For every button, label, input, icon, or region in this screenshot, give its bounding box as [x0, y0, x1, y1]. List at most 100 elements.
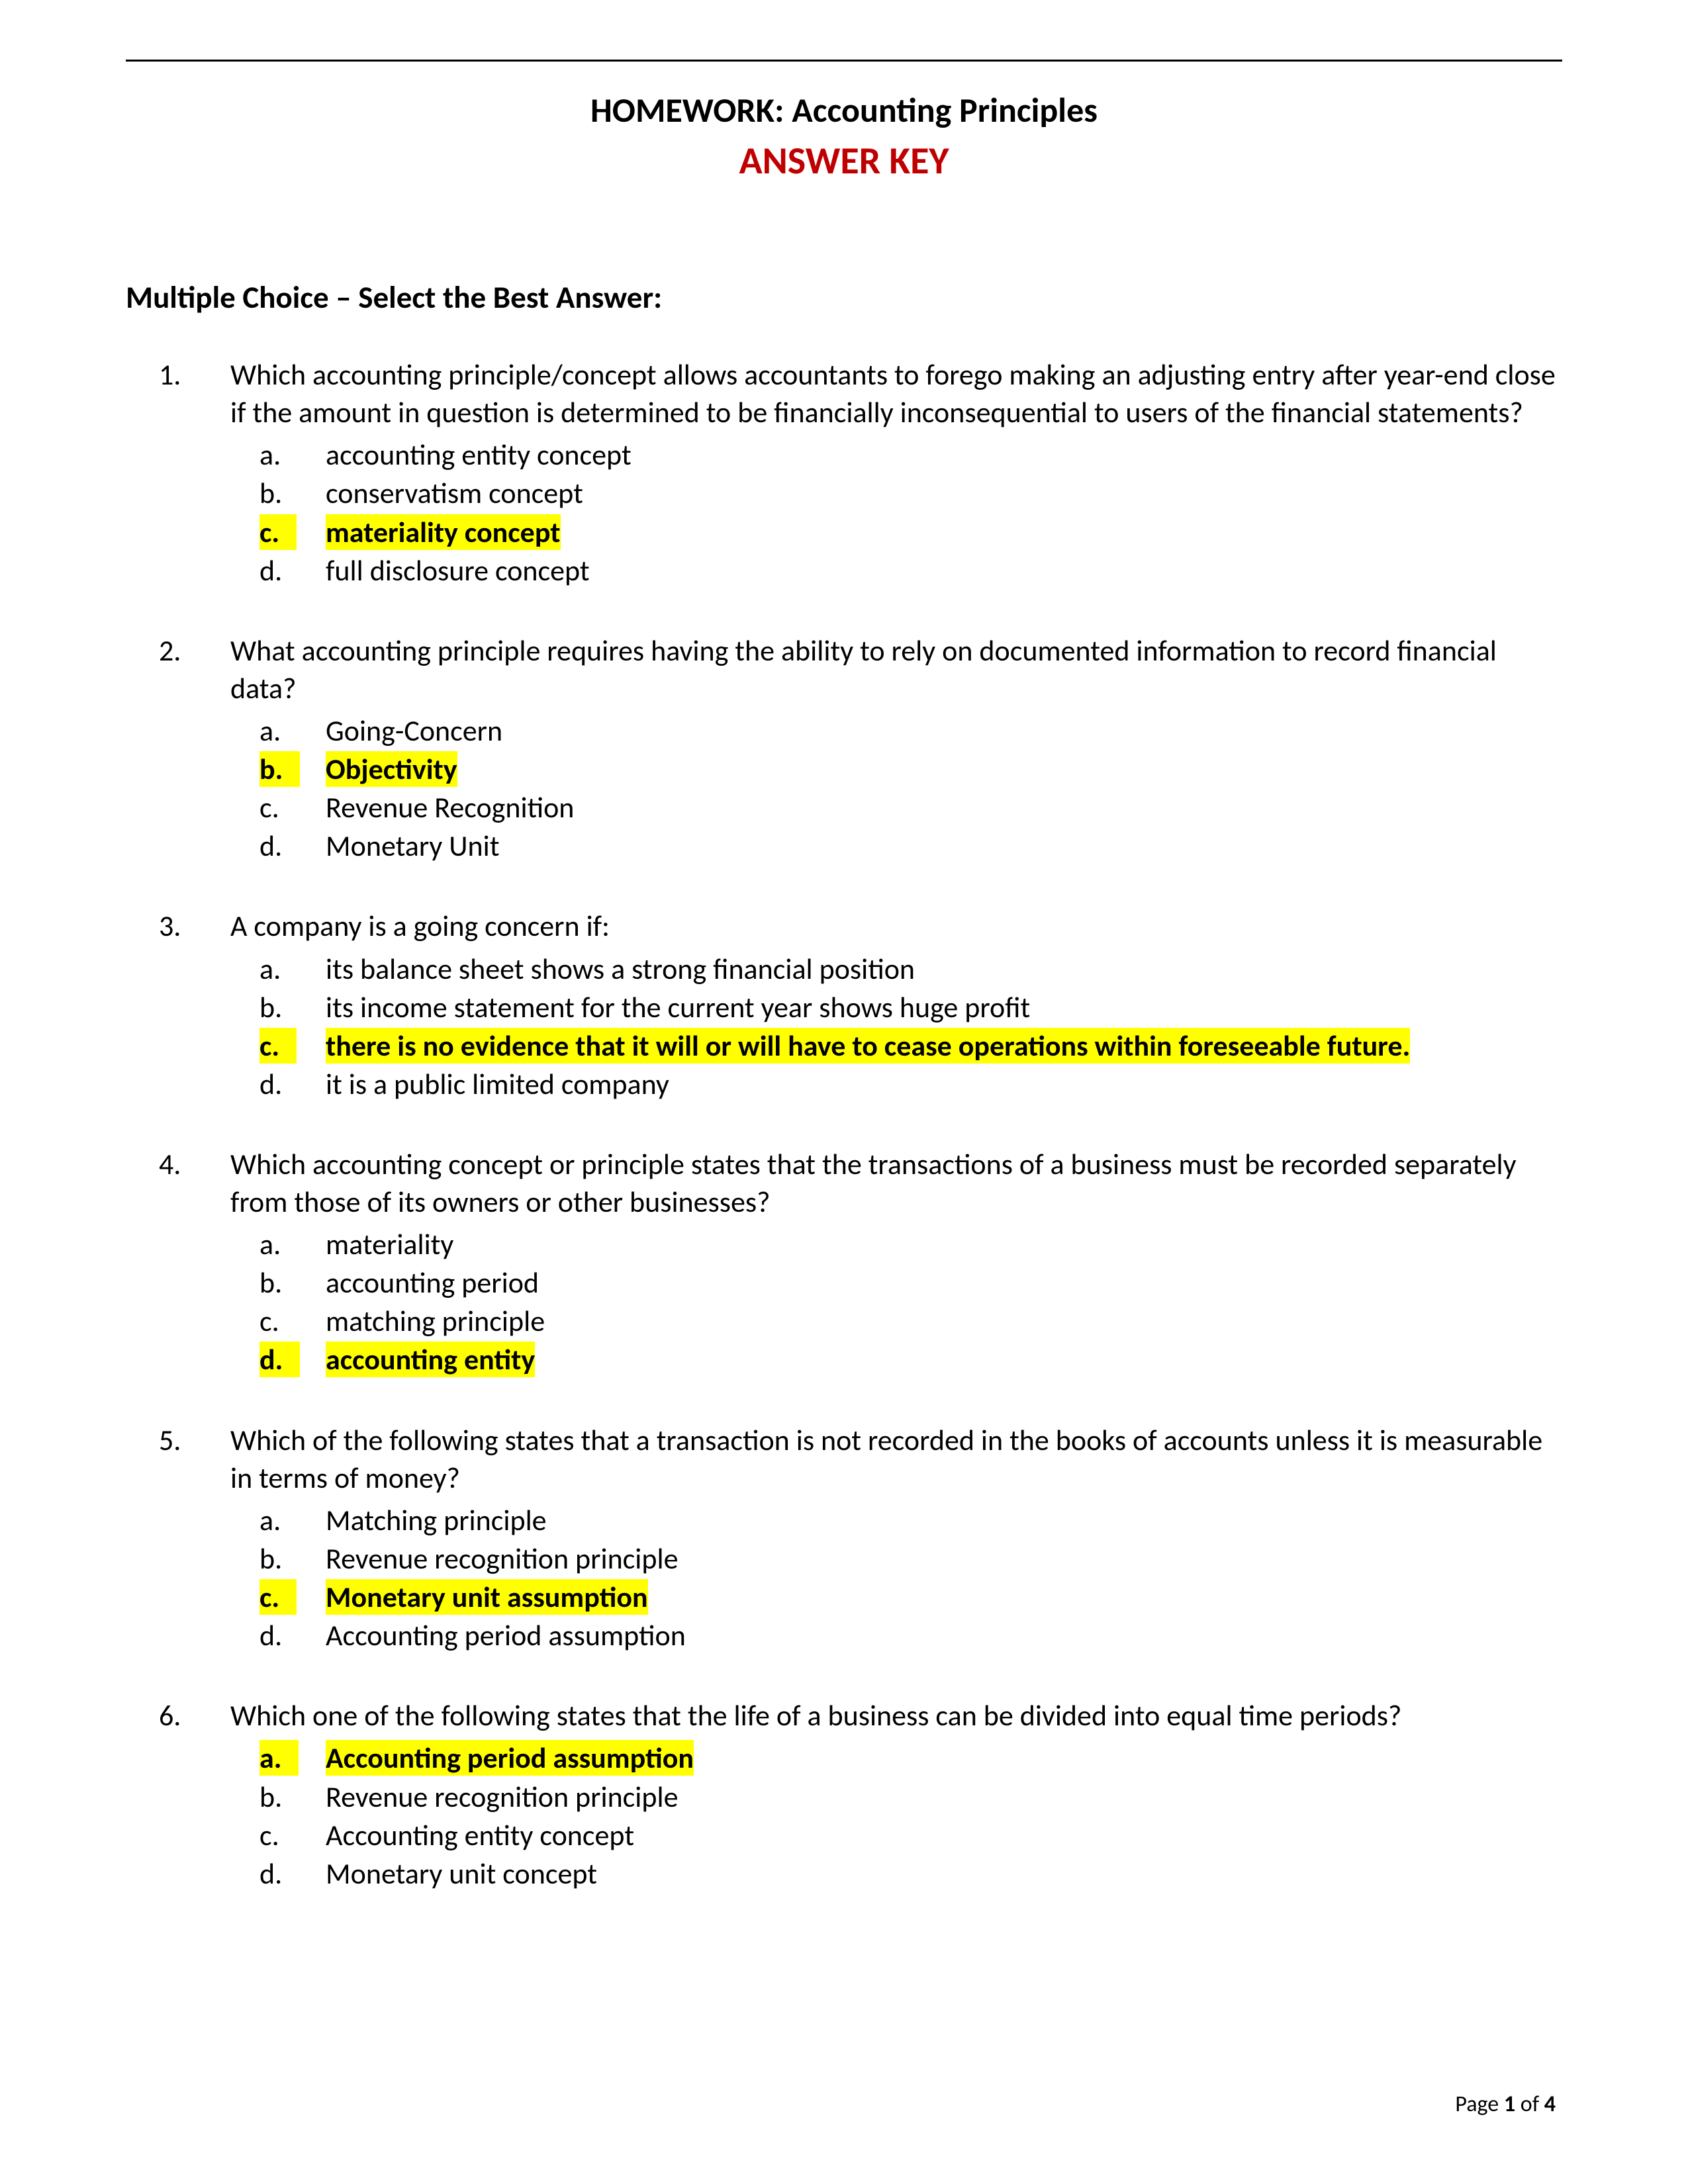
option-text: conservatism concept	[326, 475, 583, 511]
option-letter-cell: a.	[230, 1225, 326, 1263]
option-letter: d.	[259, 828, 282, 864]
option-letter: d.	[259, 1856, 282, 1891]
page-title: HOMEWORK: Accounting Principles	[126, 88, 1562, 133]
footer-prefix: Page	[1455, 2091, 1503, 2118]
option: a.materiality	[230, 1225, 1562, 1263]
option-text: Objectivity	[326, 751, 457, 787]
option: a. Accounting period assumption	[230, 1739, 1562, 1777]
option-text-cell: Accounting period assumption	[326, 1739, 1562, 1777]
questions-container: 1.Which accounting principle/concept all…	[126, 356, 1562, 1893]
option-letter: c.	[259, 1579, 297, 1615]
option-letter: a.	[259, 1740, 299, 1776]
option-text: Monetary unit assumption	[326, 1579, 648, 1615]
option-text-cell: Revenue Recognition	[326, 788, 1562, 827]
question-number: 1.	[126, 356, 230, 590]
option-letter-cell: c.	[230, 1302, 326, 1340]
option-text: materiality concept	[326, 514, 561, 550]
options: a.its balance sheet shows a strong finan…	[230, 950, 1562, 1103]
option-text-cell: Going-Concern	[326, 711, 1562, 750]
option-text-cell: materiality concept	[326, 513, 1562, 551]
option-text: Revenue recognition principle	[326, 1541, 679, 1576]
option-letter-cell: d.	[230, 1065, 326, 1103]
option: d. Monetary Unit	[230, 827, 1562, 865]
question-body: What accounting principle requires havin…	[230, 632, 1562, 866]
question: 4.Which accounting concept or principle …	[126, 1146, 1562, 1379]
option-text-cell: Matching principle	[326, 1501, 1562, 1539]
option-letter: d.	[259, 1342, 300, 1377]
page: HOMEWORK: Accounting Principles ANSWER K…	[0, 0, 1688, 2184]
option: c. Revenue Recognition	[230, 788, 1562, 827]
option-letter-cell: d.	[230, 551, 326, 590]
option-letter-cell: b.	[230, 750, 326, 788]
option-letter-cell: d.	[230, 1854, 326, 1893]
option-text: Monetary Unit	[326, 828, 499, 864]
question-body: A company is a going concern if: a.its ba…	[230, 907, 1562, 1103]
option: b. Objectivity	[230, 750, 1562, 788]
question-number: 6.	[126, 1697, 230, 1893]
option-letter-cell: c.	[230, 1578, 326, 1616]
option-letter: b.	[259, 475, 282, 511]
option-letter: b.	[259, 1265, 282, 1300]
options: a. Going-Concern b. Objectivity c. Revenue Re…	[230, 711, 1562, 865]
option: a. Going-Concern	[230, 711, 1562, 750]
question-number: 5.	[126, 1422, 230, 1655]
option-letter-cell: d.	[230, 1616, 326, 1655]
option-text-cell: its income statement for the current yea…	[326, 988, 1562, 1026]
option-letter-cell: a.	[230, 435, 326, 474]
option-letter-cell: b.	[230, 474, 326, 512]
option-text: Going-Concern	[326, 713, 502, 749]
option-letter: b.	[259, 751, 300, 787]
option-letter-cell: b.	[230, 1778, 326, 1816]
option: a.its balance sheet shows a strong finan…	[230, 950, 1562, 988]
option: c. Monetary unit assumption	[230, 1578, 1562, 1616]
option-letter: d.	[259, 1617, 282, 1653]
option-text: accounting period	[326, 1265, 539, 1300]
question-text: A company is a going concern if:	[230, 907, 1562, 945]
option-text: it is a public limited company	[326, 1066, 669, 1102]
option-text: Revenue recognition principle	[326, 1779, 679, 1815]
option-text-cell: accounting period	[326, 1263, 1562, 1302]
question: 1.Which accounting principle/concept all…	[126, 356, 1562, 590]
option-text-cell: Objectivity	[326, 750, 1562, 788]
top-horizontal-rule	[126, 60, 1562, 62]
section-heading: Multiple Choice – Select the Best Answer…	[126, 278, 1562, 316]
option-letter-cell: b.	[230, 1263, 326, 1302]
option-letter: c.	[259, 790, 279, 825]
option-text: matching principle	[326, 1303, 545, 1339]
question-body: Which accounting concept or principle st…	[230, 1146, 1562, 1379]
option-text: accounting entity concept	[326, 437, 632, 473]
question: 6.Which one of the following states that…	[126, 1697, 1562, 1893]
option-text-cell: full disclosure concept	[326, 551, 1562, 590]
option: c. Accounting entity concept	[230, 1816, 1562, 1854]
option-letter-cell: a.	[230, 950, 326, 988]
option-letter-cell: c.	[230, 513, 326, 551]
option: d.accounting entity	[230, 1340, 1562, 1379]
option-text-cell: conservatism concept	[326, 474, 1562, 512]
option: c.there is no evidence that it will or w…	[230, 1026, 1562, 1065]
option-text-cell: it is a public limited company	[326, 1065, 1562, 1103]
options: a. Accounting period assumption b. Revenue …	[230, 1739, 1562, 1892]
option-text-cell: Revenue recognition principle	[326, 1539, 1562, 1578]
option-text-cell: Revenue recognition principle	[326, 1778, 1562, 1816]
question: 5.Which of the following states that a t…	[126, 1422, 1562, 1655]
option: b. accounting period	[230, 1263, 1562, 1302]
option-text-cell: accounting entity concept	[326, 435, 1562, 474]
option-text: there is no evidence that it will or wil…	[326, 1028, 1410, 1064]
option-letter: c.	[259, 1303, 279, 1339]
option-text-cell: Accounting period assumption	[326, 1616, 1562, 1655]
footer-total-pages: 4	[1544, 2091, 1556, 2118]
option-letter: b.	[259, 1779, 282, 1815]
question-text: Which accounting principle/concept allow…	[230, 356, 1562, 432]
option-text-cell: Accounting entity concept	[326, 1816, 1562, 1854]
question-text: Which of the following states that a tra…	[230, 1422, 1562, 1497]
option-letter: a.	[259, 1226, 281, 1262]
option-letter: c.	[259, 1817, 279, 1853]
option: d.full disclosure concept	[230, 551, 1562, 590]
option-letter-cell: b.	[230, 1539, 326, 1578]
option-letter: a.	[259, 713, 281, 749]
question-body: Which accounting principle/concept allow…	[230, 356, 1562, 590]
option-text: Accounting period assumption	[326, 1617, 686, 1653]
question-body: Which one of the following states that t…	[230, 1697, 1562, 1893]
option-text-cell: Monetary Unit	[326, 827, 1562, 865]
options: a.Matching principleb.Revenue recognitio…	[230, 1501, 1562, 1655]
